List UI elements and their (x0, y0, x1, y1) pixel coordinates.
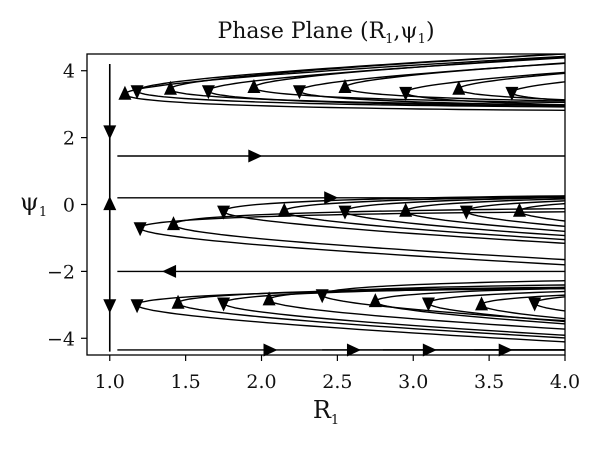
streamline-arrow (512, 202, 526, 217)
streamline-arrow (130, 299, 144, 314)
y-tick-label: −2 (47, 261, 75, 283)
flat-streamline-arrow (498, 343, 513, 357)
x-tick-label: 3.0 (398, 371, 428, 393)
y-tick-label: 4 (63, 61, 75, 83)
streamline-arrow (475, 296, 489, 311)
streamline (404, 198, 565, 233)
flat-streamline-arrow (162, 264, 177, 278)
y-tick-label: −4 (47, 328, 75, 350)
streamline-arrow (421, 297, 435, 312)
streamline-arrow (133, 222, 147, 237)
streamline-arrow (528, 297, 542, 312)
vertical-streamline-arrow (103, 299, 117, 314)
y-tick-label: 2 (63, 128, 75, 150)
streamline-arrow (163, 80, 177, 95)
flat-streamline-arrow (248, 149, 263, 163)
streamline-arrow (292, 85, 306, 100)
streamline-arrow (217, 297, 231, 312)
streamline-arrow (452, 80, 466, 95)
streamline-arrow (262, 291, 276, 306)
x-tick-label: 2.5 (322, 371, 352, 393)
x-axis-label: R1 (313, 396, 339, 428)
flat-streamline-arrow (346, 343, 361, 357)
streamline-arrow (217, 205, 231, 220)
streamline-arrow (118, 85, 132, 100)
flat-streamline-arrow (324, 191, 339, 205)
y-axis: 4 2 0 −2 −4 (47, 61, 87, 350)
flat-streamline-arrow (263, 343, 278, 357)
flat-streamline-arrow (422, 343, 437, 357)
chart-title: Phase Plane (R1,ψ1) (217, 19, 434, 47)
streamline-arrow (201, 85, 215, 100)
streamline (427, 290, 565, 323)
streamline-arrow (368, 293, 382, 308)
x-tick-label: 3.5 (474, 371, 504, 393)
streamlines-group (108, 54, 565, 352)
streamline-arrow (166, 216, 180, 231)
streamline-arrow (505, 86, 519, 101)
streamline-arrow (399, 86, 413, 101)
x-tick-label: 1.5 (171, 371, 201, 393)
streamline-arrow (338, 79, 352, 94)
y-tick-label: 0 (63, 195, 75, 217)
streamline-arrow (247, 79, 261, 94)
streamline (518, 202, 565, 222)
streamline-arrow (399, 202, 413, 217)
arrowheads-group (103, 79, 542, 357)
vertical-streamline-arrow (103, 196, 117, 211)
vertical-streamline-arrow (103, 125, 117, 140)
streamline-arrow (171, 294, 185, 309)
y-axis-label: ψ1 (20, 188, 47, 220)
x-axis: 1.0 1.5 2.0 2.5 3.0 3.5 4.0 (95, 355, 580, 393)
streamline-arrow (459, 205, 473, 220)
streamline-arrow (338, 205, 352, 220)
streamline-arrow (130, 85, 144, 100)
x-tick-label: 4.0 (550, 371, 580, 393)
streamline-arrow (315, 289, 329, 304)
x-tick-label: 1.0 (95, 371, 125, 393)
x-tick-label: 2.0 (246, 371, 276, 393)
streamline-arrow (277, 202, 291, 217)
